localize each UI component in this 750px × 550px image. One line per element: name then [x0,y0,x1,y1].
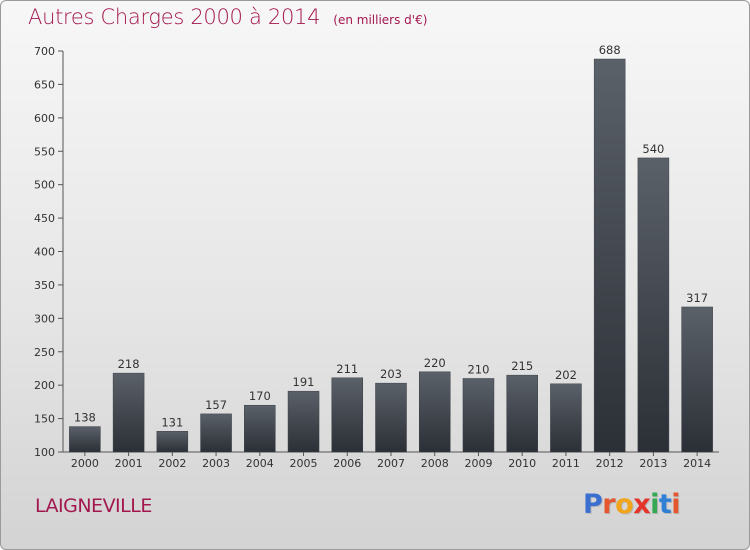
bar-2003 [200,413,232,453]
data-label: 203 [380,367,402,381]
logo-letter: P [583,489,603,520]
y-tick-label: 400 [34,246,55,259]
data-label: 540 [642,142,664,156]
data-label: 138 [74,411,96,425]
chart-unit-note: (en milliers d'€) [333,13,428,27]
y-tick-label: 350 [34,279,55,292]
x-tick-label: 2013 [639,457,667,470]
bar-2010 [506,374,538,453]
data-label: 220 [424,356,446,370]
proxiti-logo: Proxiti [583,489,681,520]
y-tick-label: 150 [34,413,55,426]
x-tick-label: 2003 [202,457,230,470]
bar-2008 [418,371,451,453]
bar-2006 [331,377,364,453]
bar-2013 [637,157,670,453]
data-label: 202 [555,368,577,382]
x-tick-label: 2000 [71,457,99,470]
data-label: 218 [118,357,140,371]
data-label: 170 [249,389,271,403]
x-tick-label: 2009 [464,457,492,470]
chart-title-text: Autres Charges 2000 à 2014 [28,5,321,29]
logo-letter: r [602,489,616,520]
data-label: 191 [293,375,315,389]
x-tick-label: 2008 [421,457,449,470]
y-tick-label: 450 [34,212,55,225]
y-tick-label: 600 [34,112,55,125]
bar-2012 [593,58,626,453]
bar-2014 [681,306,713,453]
data-label: 317 [686,291,708,305]
data-label: 157 [205,398,227,412]
data-label: 210 [467,362,489,376]
y-tick-label: 700 [34,45,55,58]
x-tick-label: 2011 [552,457,580,470]
logo-letter: x [633,489,651,520]
x-tick-label: 2006 [333,457,361,470]
x-tick-label: 2001 [115,457,143,470]
y-tick-label: 100 [34,446,55,459]
data-label: 688 [599,43,621,57]
bar-2000 [69,426,101,453]
commune-name: LAIGNEVILLE [35,495,152,517]
x-tick-label: 2014 [683,457,711,470]
chart-title: Autres Charges 2000 à 2014 (en milliers … [28,5,427,29]
logo-letter: i [650,489,659,520]
data-label: 215 [511,359,533,373]
y-tick-label: 650 [34,78,55,91]
bar-2005 [287,390,320,453]
y-tick-label: 200 [34,379,55,392]
logo-letter: i [671,489,681,520]
bar-2004 [244,404,276,453]
logo-letter: t [658,489,672,520]
y-tick-label: 250 [34,346,55,359]
y-tick-label: 550 [34,145,55,158]
x-tick-label: 2007 [377,457,405,470]
x-tick-label: 2010 [508,457,536,470]
y-tick-label: 300 [34,312,55,325]
logo-letter: o [615,489,634,520]
bar-2002 [156,431,189,453]
x-tick-label: 2012 [596,457,624,470]
bar-2009 [462,378,495,453]
data-label: 211 [336,362,358,376]
x-tick-label: 2005 [290,457,318,470]
data-label: 131 [161,415,183,429]
x-tick-label: 2002 [158,457,186,470]
x-tick-label: 2004 [246,457,274,470]
bar-2007 [375,382,407,453]
bar-2011 [550,383,582,453]
bar-2001 [112,372,145,453]
y-tick-label: 500 [34,179,55,192]
